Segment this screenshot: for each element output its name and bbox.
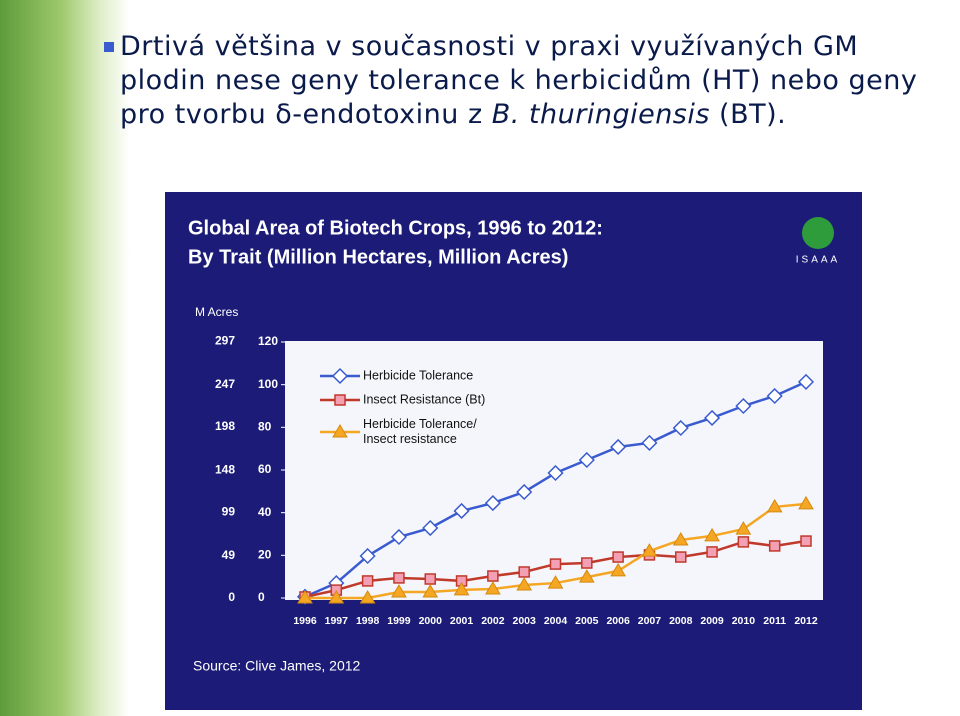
y2-label: M Acres xyxy=(195,305,238,319)
marker xyxy=(672,419,689,437)
marker xyxy=(735,521,752,535)
y2-tick-label: 247 xyxy=(215,377,235,391)
marker xyxy=(391,584,407,598)
chart-title: Global Area of Biotech Crops, 1996 to 20… xyxy=(188,217,603,239)
y2-tick-label: 297 xyxy=(215,334,235,348)
logo-icon xyxy=(802,217,834,249)
marker xyxy=(641,434,658,451)
marker xyxy=(578,451,595,469)
marker xyxy=(704,527,720,542)
marker xyxy=(797,373,815,390)
y2-tick-label: 198 xyxy=(215,419,235,433)
legend-marker xyxy=(334,394,346,406)
x-tick-label: 1999 xyxy=(387,615,411,627)
marker xyxy=(547,575,564,589)
marker xyxy=(610,438,627,456)
y-tick-label: 0 xyxy=(258,590,265,604)
marker xyxy=(612,551,624,563)
x-tick-label: 2000 xyxy=(419,615,443,627)
y-tick-label: 80 xyxy=(258,420,272,434)
marker xyxy=(487,570,499,582)
marker xyxy=(549,558,562,570)
marker xyxy=(768,540,781,552)
bullet-part: (BT). xyxy=(709,99,787,130)
x-tick-label: 2001 xyxy=(450,615,474,627)
marker xyxy=(518,566,530,578)
marker xyxy=(390,528,407,546)
x-tick-label: 2011 xyxy=(763,615,786,627)
chart-subtitle: By Trait (Million Hectares, Million Acre… xyxy=(188,246,568,268)
legend-label: Herbicide Tolerance/Insect resistance xyxy=(363,417,477,446)
marker xyxy=(485,581,501,595)
logo: ISAAA xyxy=(796,255,840,266)
x-tick-label: 2010 xyxy=(732,615,756,627)
y-tick-label: 20 xyxy=(258,548,272,562)
y-tick-label: 60 xyxy=(258,462,272,476)
x-tick-label: 2007 xyxy=(638,615,662,627)
bullet-part: Drtivá většina v současnosti v praxi vyu… xyxy=(120,31,918,130)
x-tick-label: 2003 xyxy=(513,615,537,627)
bullet-text: Drtivá většina v současnosti v praxi vyu… xyxy=(104,30,920,132)
marker xyxy=(297,590,313,604)
legend-label: Herbicide Tolerance xyxy=(363,368,473,382)
x-tick-label: 2012 xyxy=(794,615,818,627)
y-tick-label: 40 xyxy=(258,505,272,519)
x-tick-label: 2005 xyxy=(575,615,599,627)
legend-marker xyxy=(332,424,348,438)
marker xyxy=(328,590,345,604)
marker xyxy=(610,562,626,577)
marker xyxy=(737,536,750,548)
x-tick-label: 2008 xyxy=(669,615,693,627)
y2-tick-label: 148 xyxy=(215,462,235,476)
marker xyxy=(422,519,439,537)
x-tick-label: 1998 xyxy=(356,615,380,627)
x-tick-label: 2009 xyxy=(700,615,724,627)
marker xyxy=(800,535,812,547)
marker xyxy=(766,498,783,513)
y2-tick-label: 49 xyxy=(222,548,236,562)
bullet-italic: B. thuringiensis xyxy=(491,99,710,130)
marker xyxy=(424,573,436,585)
x-tick-label: 2006 xyxy=(606,615,630,627)
y-tick-label: 120 xyxy=(258,334,278,348)
marker xyxy=(547,464,564,482)
marker xyxy=(798,495,814,510)
y-tick-label: 100 xyxy=(258,377,278,391)
marker xyxy=(484,495,501,512)
marker xyxy=(422,584,439,598)
x-tick-label: 2002 xyxy=(481,615,505,627)
marker xyxy=(453,581,470,596)
marker xyxy=(672,531,689,546)
marker xyxy=(393,572,405,584)
marker xyxy=(359,547,376,565)
marker xyxy=(581,557,593,569)
marker xyxy=(361,575,374,587)
marker xyxy=(578,569,595,583)
marker xyxy=(675,551,687,563)
y2-tick-label: 99 xyxy=(222,505,236,519)
marker xyxy=(453,502,470,520)
marker xyxy=(704,409,721,427)
marker xyxy=(706,546,718,558)
marker xyxy=(735,397,752,415)
legend-marker xyxy=(331,367,349,385)
x-tick-label: 1996 xyxy=(293,615,317,627)
marker xyxy=(359,590,376,604)
marker xyxy=(516,576,533,591)
source: Source: Clive James, 2012 xyxy=(193,658,361,674)
marker xyxy=(641,543,658,557)
y2-tick-label: 0 xyxy=(228,590,235,604)
marker xyxy=(766,387,783,405)
x-tick-label: 1997 xyxy=(325,615,349,627)
x-tick-label: 2004 xyxy=(544,615,568,627)
legend-label: Insect Resistance (Bt) xyxy=(363,392,485,406)
marker xyxy=(516,483,533,501)
